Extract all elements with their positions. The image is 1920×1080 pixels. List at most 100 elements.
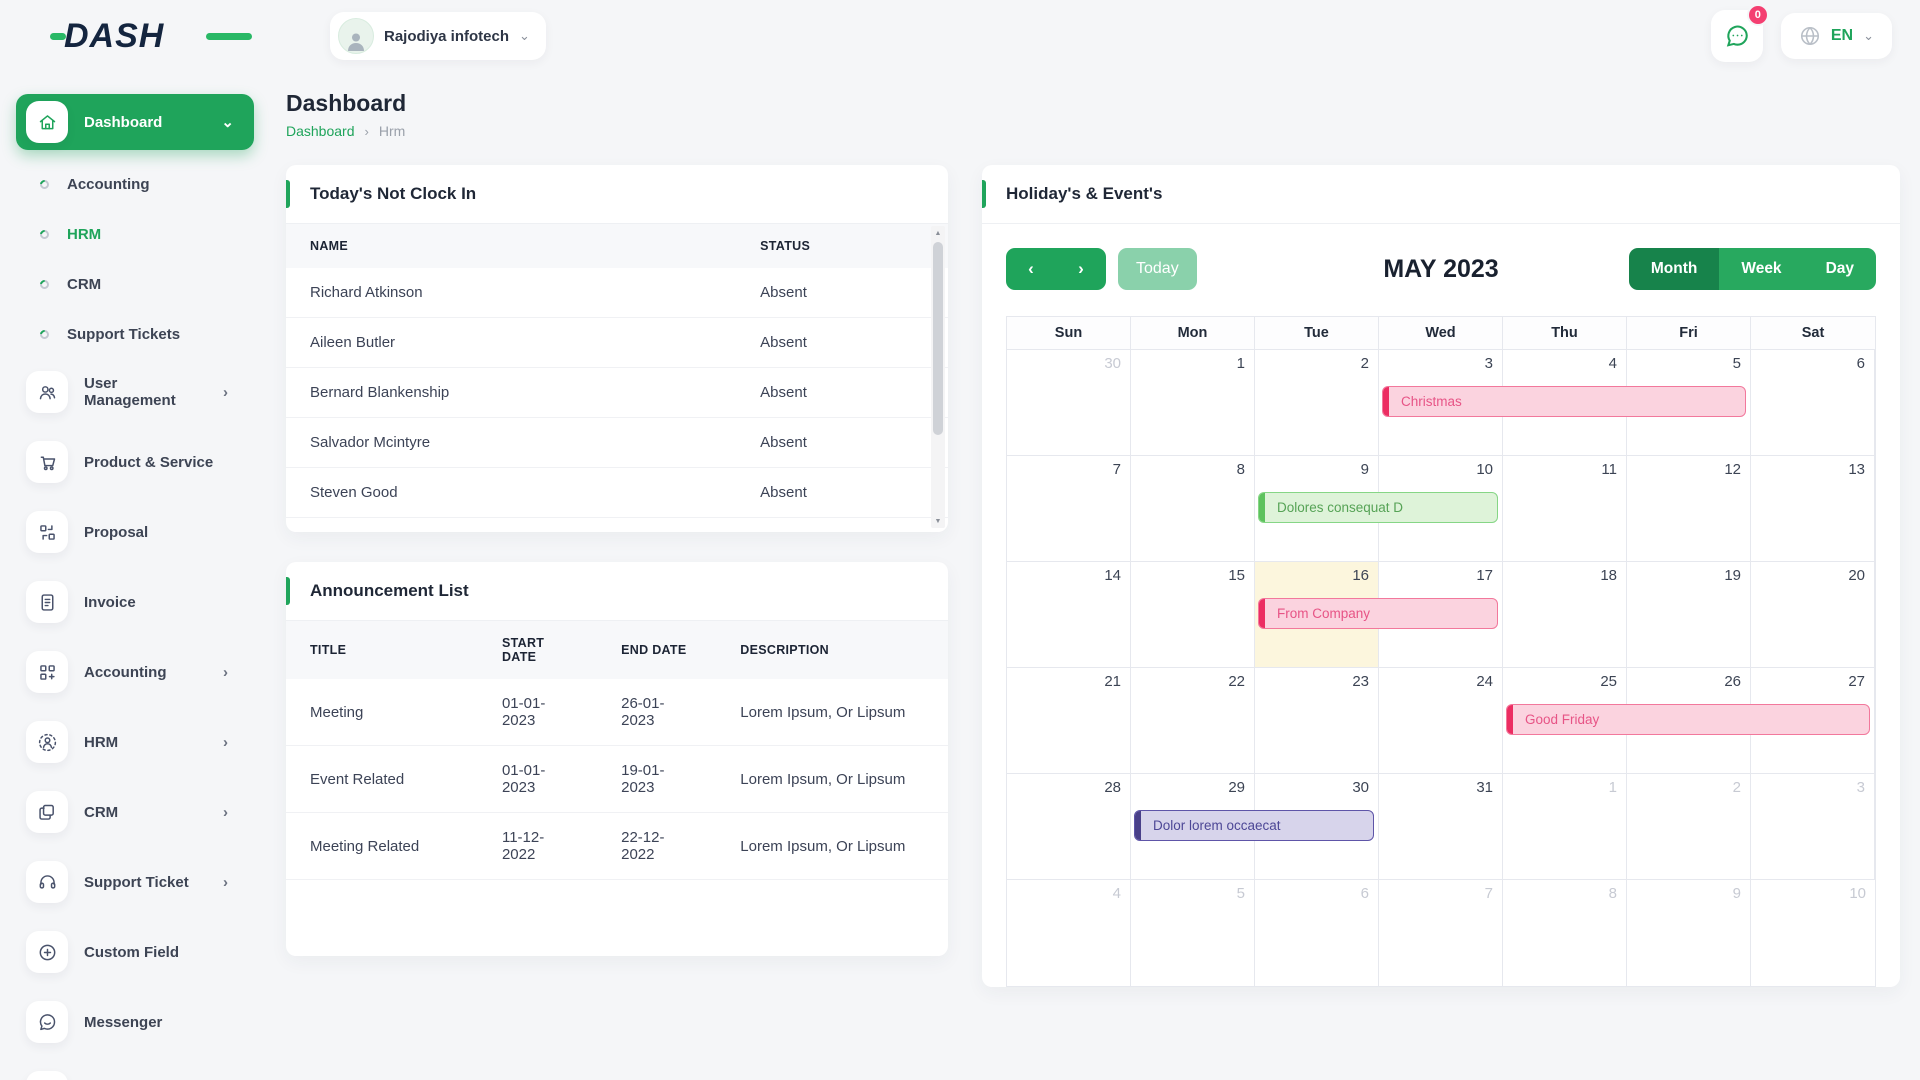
calendar-day-cell[interactable]: 13	[1751, 456, 1875, 562]
language-selector[interactable]: EN ⌄	[1780, 13, 1892, 59]
calendar-day-cell[interactable]: 17	[1379, 562, 1503, 668]
calendar-day-cell[interactable]: 14	[1007, 562, 1131, 668]
calendar-day-cell[interactable]: 1	[1503, 774, 1627, 880]
sidebar-item-user-management[interactable]: User Management ›	[16, 364, 254, 420]
sidebar-item-custom-field[interactable]: Custom Field	[16, 924, 254, 980]
calendar-day-cell[interactable]: 18	[1503, 562, 1627, 668]
sidebar-item-accounting[interactable]: Accounting ›	[16, 644, 254, 700]
calendar-day-cell[interactable]: 6	[1255, 880, 1379, 986]
chevron-down-icon: ⌄	[1863, 28, 1874, 43]
calendar-day-cell[interactable]: 28	[1007, 774, 1131, 880]
chevron-right-icon: ›	[223, 383, 228, 401]
table-row: Steven Good Absent	[286, 467, 948, 518]
day-number: 27	[1848, 673, 1865, 690]
table-scrollbar[interactable]: ▲ ▼	[931, 226, 945, 528]
calendar-event-from-company[interactable]: From Company	[1257, 598, 1498, 629]
sidebar-item-product-service[interactable]: Product & Service	[16, 434, 254, 490]
scroll-down-icon[interactable]: ▼	[934, 517, 942, 525]
day-number: 14	[1104, 567, 1121, 584]
table-row: Meeting Related 11-12-2022 22-12-2022 Lorem…	[286, 812, 948, 880]
calendar-day-cell[interactable]: 12	[1627, 456, 1751, 562]
scrollbar-thumb[interactable]	[933, 242, 943, 436]
chevron-right-icon: ›	[223, 873, 228, 891]
cell: Absent	[736, 367, 948, 418]
day-number: 21	[1104, 673, 1121, 690]
calendar-day-cell[interactable]: 24	[1379, 668, 1503, 774]
day-of-week-header: Tue	[1255, 317, 1379, 350]
calendar-day-cell[interactable]: 21	[1007, 668, 1131, 774]
sidebar-item-crm[interactable]: CRM ›	[16, 784, 254, 840]
cell: 19-01-2023	[597, 745, 717, 813]
calendar-day-cell[interactable]: 7	[1007, 456, 1131, 562]
sidebar-item-hrm[interactable]: HRM	[16, 214, 254, 255]
sidebar-item-support-tickets[interactable]: Support Tickets	[16, 314, 254, 355]
calendar-day-cell[interactable]: 10	[1751, 880, 1875, 986]
view-button-month[interactable]: Month	[1628, 248, 1720, 290]
sidebar-item-label: Messenger	[84, 1013, 163, 1031]
calendar-day-cell[interactable]: 10	[1379, 456, 1503, 562]
company-selector[interactable]: Rajodiya infotech ⌄	[330, 12, 546, 60]
sidebar-item-support-ticket[interactable]: Support Ticket ›	[16, 854, 254, 910]
day-number: 28	[1104, 779, 1121, 796]
calendar-today-button[interactable]: Today	[1118, 248, 1197, 290]
calendar-day-cell[interactable]: 2	[1255, 350, 1379, 456]
calendar-day-cell[interactable]: 23	[1255, 668, 1379, 774]
sidebar-item-accounting[interactable]: Accounting	[16, 164, 254, 205]
calendar-day-cell[interactable]: 9	[1627, 880, 1751, 986]
messages-button[interactable]: 0	[1710, 4, 1769, 62]
accounting-icon	[26, 651, 68, 693]
table-row: Salvador Mcintyre Absent	[286, 417, 948, 468]
view-button-week[interactable]: Week	[1719, 248, 1804, 290]
day-number: 29	[1228, 779, 1245, 796]
calendar-day-cell[interactable]: 19	[1627, 562, 1751, 668]
calendar-day-cell[interactable]: 27	[1751, 668, 1875, 774]
users-icon	[26, 371, 68, 413]
sidebar-item-proposal[interactable]: Proposal	[16, 504, 254, 560]
calendar-day-cell[interactable]: 30	[1255, 774, 1379, 880]
day-number: 5	[1732, 355, 1741, 372]
calendar-day-cell[interactable]: 5	[1131, 880, 1255, 986]
sidebar-item-dashboard[interactable]: Dashboard ⌄	[16, 94, 254, 150]
bullet-icon	[38, 228, 51, 241]
calendar-day-cell[interactable]: 8	[1503, 880, 1627, 986]
calendar-day-cell[interactable]: 8	[1131, 456, 1255, 562]
calendar-day-cell[interactable]: 4	[1007, 880, 1131, 986]
sidebar-item-invoice[interactable]: Invoice	[16, 574, 254, 630]
calendar-week-row: 14 15 16 17 18 19 20 From Company	[1007, 562, 1875, 668]
plus-circle-icon	[26, 931, 68, 973]
day-number: 1	[1236, 355, 1245, 372]
calendar-day-cell[interactable]: 30	[1007, 350, 1131, 456]
calendar-prev-button[interactable]: ‹	[1006, 248, 1056, 290]
app-logo[interactable]: DASH	[50, 17, 252, 56]
day-number: 4	[1112, 885, 1121, 902]
sidebar-item-assets[interactable]: Assets	[16, 1064, 254, 1080]
scroll-up-icon[interactable]: ▲	[934, 229, 942, 237]
calendar-day-cell[interactable]: 7	[1379, 880, 1503, 986]
sidebar-item-label: CRM	[84, 803, 119, 821]
day-number: 10	[1849, 885, 1866, 902]
calendar-day-cell[interactable]: 3	[1751, 774, 1875, 880]
calendar-day-cell[interactable]: 2	[1627, 774, 1751, 880]
breadcrumb-dashboard-link[interactable]: Dashboard	[286, 123, 355, 139]
calendar-event-christmas[interactable]: Christmas	[1382, 386, 1746, 417]
calendar-day-cell[interactable]: 22	[1131, 668, 1255, 774]
calendar-day-cell[interactable]: 31	[1379, 774, 1503, 880]
calendar-day-cell[interactable]: 15	[1131, 562, 1255, 668]
calendar-event-good-friday[interactable]: Good Friday	[1505, 704, 1870, 735]
calendar-day-cell[interactable]: 5	[1627, 350, 1751, 456]
card-accent-bar	[286, 577, 290, 605]
calendar-event-dolor-lorem-occaecat[interactable]: Dolor lorem occaecat	[1133, 810, 1374, 841]
calendar-next-button[interactable]: ›	[1056, 248, 1106, 290]
calendar-week-row: 28 29 30 31 1 2 3 Dolor lorem occaecat	[1007, 774, 1875, 880]
calendar-day-cell[interactable]: 11	[1503, 456, 1627, 562]
calendar-day-cell[interactable]: 20	[1751, 562, 1875, 668]
company-name: Rajodiya infotech	[384, 27, 510, 45]
calendar-event-dolores-consequat-d[interactable]: Dolores consequat D	[1257, 492, 1498, 523]
view-button-day[interactable]: Day	[1803, 248, 1876, 290]
calendar-day-cell[interactable]: 1	[1131, 350, 1255, 456]
table-row: Meeting 01-01-2023 26-01-2023 Lorem Ipsum, …	[286, 679, 948, 746]
sidebar-item-hrm[interactable]: HRM ›	[16, 714, 254, 770]
sidebar-item-messenger[interactable]: Messenger	[16, 994, 254, 1050]
sidebar-item-crm[interactable]: CRM	[16, 264, 254, 305]
calendar-day-cell[interactable]: 6	[1751, 350, 1875, 456]
